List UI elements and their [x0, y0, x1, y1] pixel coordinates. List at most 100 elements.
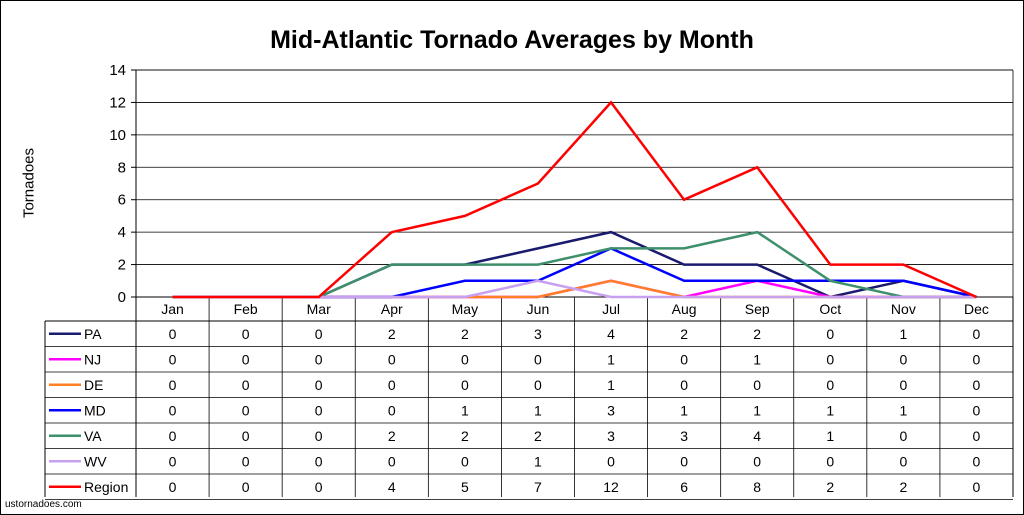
data-label: 8	[753, 479, 761, 495]
data-label: 3	[607, 402, 615, 418]
series-line-wv	[172, 279, 977, 299]
y-tick-label: 10	[109, 127, 126, 144]
data-label: 0	[242, 402, 250, 418]
x-tick-label: Oct	[819, 301, 841, 317]
legend-label-pa: PA	[84, 326, 102, 342]
y-tick-label: 14	[109, 62, 126, 79]
data-label: 0	[973, 428, 981, 444]
legend-label-va: VA	[84, 428, 102, 444]
data-label: 0	[169, 351, 177, 367]
data-label: 0	[461, 351, 469, 367]
data-label: 0	[973, 377, 981, 393]
data-label: 0	[826, 351, 834, 367]
data-label: 1	[607, 377, 615, 393]
x-tick-label: Feb	[234, 301, 258, 317]
y-tick-label: 6	[118, 192, 126, 209]
data-label: 0	[242, 326, 250, 342]
y-tick-label: 8	[118, 159, 126, 176]
data-label: 0	[388, 377, 396, 393]
data-label: 4	[388, 479, 396, 495]
data-label: 2	[461, 326, 469, 342]
data-label: 0	[242, 479, 250, 495]
series-line-region	[172, 100, 978, 299]
data-label: 2	[899, 479, 907, 495]
data-label: 1	[753, 351, 761, 367]
data-label: 0	[753, 453, 761, 469]
y-tick-label: 0	[118, 289, 126, 306]
data-label: 0	[973, 326, 981, 342]
data-label: 0	[169, 377, 177, 393]
data-label: 2	[388, 326, 396, 342]
data-label: 0	[899, 377, 907, 393]
legend-label-wv: WV	[84, 453, 107, 469]
data-label: 4	[607, 326, 615, 342]
data-label: 0	[315, 351, 323, 367]
data-label: 0	[973, 351, 981, 367]
data-label: 0	[973, 453, 981, 469]
data-label: 0	[315, 428, 323, 444]
data-label: 0	[680, 351, 688, 367]
data-label: 0	[315, 453, 323, 469]
x-tick-label: May	[452, 301, 478, 317]
data-label: 3	[607, 428, 615, 444]
data-label: 3	[680, 428, 688, 444]
data-label: 2	[461, 428, 469, 444]
data-label: 0	[315, 479, 323, 495]
data-label: 2	[534, 428, 542, 444]
x-tick-label: Dec	[964, 301, 989, 317]
x-tick-label: Sep	[745, 301, 770, 317]
data-label: 0	[242, 428, 250, 444]
data-label: 1	[680, 402, 688, 418]
data-label: 0	[899, 428, 907, 444]
data-label: 0	[826, 377, 834, 393]
data-label: 1	[899, 326, 907, 342]
data-label: 0	[534, 377, 542, 393]
data-label: 0	[169, 453, 177, 469]
data-label: 7	[534, 479, 542, 495]
x-tick-label: Aug	[672, 301, 697, 317]
data-label: 0	[680, 377, 688, 393]
data-label: 4	[753, 428, 761, 444]
data-label: 2	[388, 428, 396, 444]
data-label: 1	[534, 402, 542, 418]
y-tick-label: 2	[118, 257, 126, 274]
data-label: 0	[388, 402, 396, 418]
data-label: 0	[607, 453, 615, 469]
x-tick-label: Jul	[602, 301, 620, 317]
data-label: 3	[534, 326, 542, 342]
legend-label-nj: NJ	[84, 351, 101, 367]
data-label: 1	[461, 402, 469, 418]
x-tick-label: Jan	[161, 301, 184, 317]
data-label: 0	[315, 402, 323, 418]
data-label: 0	[899, 351, 907, 367]
data-label: 0	[461, 453, 469, 469]
x-tick-label: Jun	[527, 301, 550, 317]
data-label: 0	[753, 377, 761, 393]
data-label: 12	[603, 479, 619, 495]
data-label: 0	[899, 453, 907, 469]
data-label: 0	[388, 351, 396, 367]
data-label: 1	[826, 428, 834, 444]
data-label: 0	[826, 326, 834, 342]
data-label: 0	[169, 326, 177, 342]
data-label: 0	[680, 453, 688, 469]
data-label: 1	[534, 453, 542, 469]
data-label: 2	[680, 326, 688, 342]
source-label: ustornadoes.com	[5, 499, 82, 510]
data-label: 6	[680, 479, 688, 495]
data-label: 1	[607, 351, 615, 367]
data-label: 5	[461, 479, 469, 495]
x-tick-label: Mar	[307, 301, 331, 317]
data-label: 0	[973, 402, 981, 418]
y-tick-label: 12	[109, 94, 126, 111]
data-label: 0	[315, 326, 323, 342]
data-label: 0	[169, 479, 177, 495]
data-label: 0	[461, 377, 469, 393]
y-tick-label: 4	[118, 224, 126, 241]
x-tick-label: Apr	[381, 301, 403, 317]
data-label: 0	[388, 453, 396, 469]
data-label: 0	[169, 428, 177, 444]
data-label: 0	[242, 377, 250, 393]
